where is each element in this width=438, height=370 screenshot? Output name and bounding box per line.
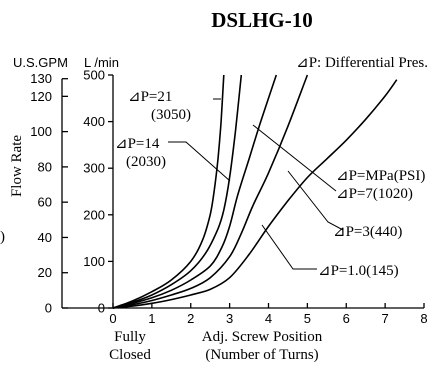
gpm-tick-label: 20 [38,265,52,280]
series-label-dp21: ⊿P=21 [128,89,172,105]
gpm-tick-label: 0 [45,301,52,316]
x-zero-label-line1: Fully [114,329,146,345]
series-label-dp7: ⊿P=7(1020) [336,186,413,202]
x-tick-label: 6 [343,311,350,326]
x-tick-label: 1 [148,311,155,326]
gpm-tick-label: 80 [38,159,52,174]
leader-dp3 [287,170,344,231]
x-axis: 0 1 2 3 4 5 6 7 8 [109,303,428,326]
curves [112,74,398,309]
curve-dp21 [112,74,225,309]
gpm-tick-label: 60 [38,195,52,210]
curve-dp7 [112,74,278,309]
x-tick-label: 5 [304,311,311,326]
chart-title: DSLHG-10 [211,8,313,32]
series-label-dp14-psi: (2030) [126,154,166,170]
y-left-unit: U.S.GPM [13,55,68,70]
legend-note: ⊿P: Differential Pres. [296,55,428,71]
lmin-tick-label: 400 [83,114,105,129]
lmin-tick-label: 200 [83,207,105,222]
lmin-tick-label: 500 [83,68,105,83]
curve-dp3 [112,74,309,309]
x-tick-label: 0 [109,311,116,326]
gpm-tick-label: 100 [30,124,52,139]
lmin-tick-label: 100 [83,254,105,269]
x-axis-label-line1: Adj. Screw Position [202,329,323,345]
series-label-dp1: ⊿P=1.0(145) [318,263,399,279]
annotations: ⊿P=21 (3050) ⊿P=14 (2030) ⊿P=MPa(PSI) ⊿P… [115,89,425,279]
x-zero-label-line2: Closed [109,347,151,363]
gpm-tick-label: 40 [38,230,52,245]
gpm-axis: 0 20 40 60 80 100 120 130 [30,71,68,316]
gpm-tick-label: 120 [30,89,52,104]
x-tick-label: 2 [187,311,194,326]
x-tick-label: 7 [382,311,389,326]
x-tick-label: 8 [420,311,427,326]
x-tick-label: 3 [226,311,233,326]
leader-dp7 [252,124,337,192]
y-right-unit: L /min [84,55,119,70]
curve-dp1 [112,79,398,309]
x-axis-label-line2: (Number of Turns) [205,347,318,363]
leader-dp14 [168,141,231,182]
y-axis-label: Flow Rate [9,135,25,197]
lmin-tick-label: 300 [83,161,105,176]
curve-dp14 [112,74,243,309]
gpm-tick-label: 130 [30,71,52,86]
series-label-dp21-psi: (3050) [151,107,191,123]
x-tick-label: 4 [265,311,272,326]
series-label-dp14: ⊿P=14 [115,136,160,152]
series-label-unit: ⊿P=MPa(PSI) [336,168,425,184]
series-label-dp3: ⊿P=3(440) [333,224,402,240]
left-edge-glyph: ) [0,229,5,245]
leader-dp1 [261,224,317,270]
